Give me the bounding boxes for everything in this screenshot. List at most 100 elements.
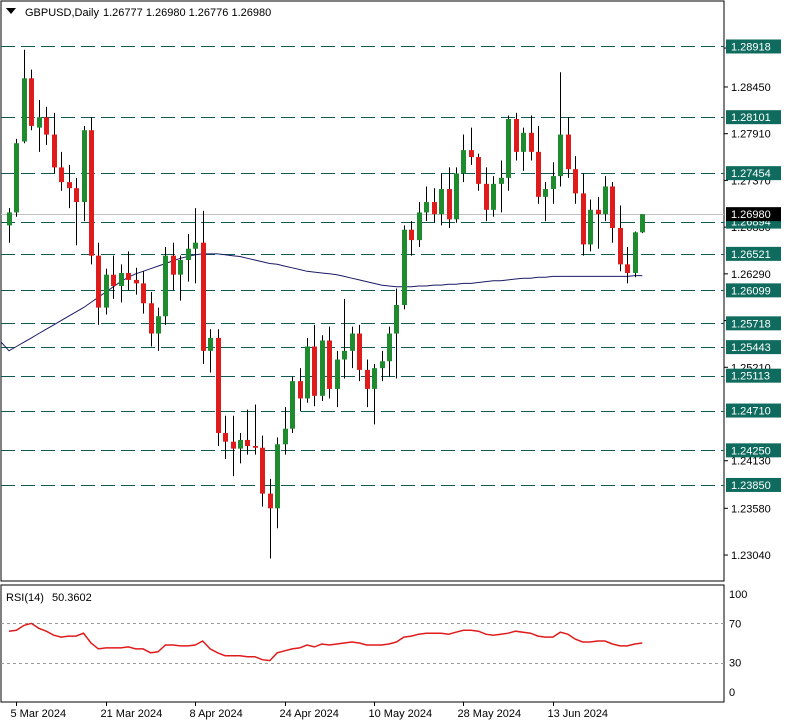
price-tick-label: 1.27910: [731, 129, 771, 141]
candle-body: [447, 189, 452, 220]
candle: [491, 176, 496, 217]
candle: [625, 247, 630, 284]
candle: [52, 112, 57, 174]
time-tick-label: 28 May 2024: [458, 708, 522, 720]
candle: [7, 208, 12, 243]
candle: [499, 160, 504, 213]
candle: [260, 435, 265, 507]
candle: [394, 288, 399, 379]
candle-body: [618, 227, 623, 265]
candle-body: [543, 189, 548, 197]
candle-body: [461, 150, 466, 174]
candle-body: [156, 316, 161, 334]
candle-body: [223, 433, 228, 442]
candle: [320, 335, 325, 402]
candle: [387, 326, 392, 377]
candle-body: [149, 303, 154, 334]
candle-body: [208, 337, 213, 351]
candle: [543, 182, 548, 222]
candle: [521, 127, 526, 171]
candle-body: [387, 333, 392, 362]
current-price-label: 1.26980: [731, 209, 771, 221]
candle-body: [119, 272, 124, 286]
symbol-label: GBPUSD,Daily: [25, 7, 99, 19]
candle-body: [380, 361, 385, 369]
candle-body: [469, 150, 474, 158]
level-price-label: 1.24250: [731, 445, 771, 457]
candle: [74, 177, 79, 246]
price-levels: [1, 46, 724, 486]
level-price-label: 1.28918: [731, 41, 771, 53]
price-tick-label: 1.28450: [731, 82, 771, 94]
candle-body: [231, 441, 236, 449]
candle: [432, 188, 437, 223]
dropdown-triangle-icon[interactable]: [6, 8, 16, 14]
current-price-box: [726, 207, 781, 222]
time-tick-label: 24 Apr 2024: [280, 708, 339, 720]
candle-body: [603, 186, 608, 215]
candle-body: [372, 368, 377, 389]
candle-body: [89, 130, 94, 256]
candle-body: [283, 428, 288, 445]
candle-body: [424, 202, 429, 213]
candle-body: [141, 283, 146, 304]
candle-body: [402, 229, 407, 305]
candle-body: [491, 183, 496, 210]
candle-body: [327, 340, 332, 389]
candle: [558, 72, 563, 187]
candle: [484, 167, 489, 222]
candle: [335, 350, 340, 408]
candle: [633, 231, 638, 278]
candle: [89, 117, 94, 265]
candle: [201, 210, 206, 364]
candle: [238, 433, 243, 464]
candle: [640, 214, 645, 234]
level-price-label: 1.27454: [731, 168, 771, 180]
level-price-box: [726, 443, 781, 458]
level-price-label: 1.23850: [731, 480, 771, 492]
candle-body: [67, 182, 72, 189]
level-price-box: [726, 477, 781, 492]
candle-body: [275, 444, 280, 509]
candle-body: [298, 381, 303, 399]
candle: [126, 251, 131, 291]
candle: [350, 326, 355, 369]
candle: [14, 138, 19, 217]
candle-body: [290, 381, 295, 429]
candles: [7, 49, 645, 559]
candle-body: [305, 346, 310, 399]
candle-body: [454, 173, 459, 220]
candle-body: [521, 132, 526, 152]
candle: [312, 324, 317, 407]
candle-body: [126, 272, 131, 280]
candle: [588, 199, 593, 252]
candle-body: [216, 337, 221, 434]
candle: [163, 247, 168, 325]
candle: [216, 329, 221, 447]
candle-body: [365, 369, 370, 389]
candle: [178, 255, 183, 301]
candle: [37, 99, 42, 152]
candle: [365, 359, 370, 408]
candle: [111, 255, 116, 299]
candle: [208, 329, 213, 373]
candle: [357, 324, 362, 382]
candle-body: [193, 242, 198, 249]
level-price-label: 1.28101: [731, 112, 771, 124]
candle-body: [253, 446, 258, 448]
level-price-box: [726, 316, 781, 331]
level-price-box: [726, 246, 781, 261]
candle: [476, 153, 481, 191]
candle-body: [104, 274, 109, 308]
candle-body: [499, 177, 504, 184]
candle-body: [52, 134, 57, 168]
candle-body: [596, 209, 601, 215]
candle-body: [7, 212, 12, 226]
candle: [342, 298, 347, 379]
candle-body: [484, 183, 489, 210]
candle-body: [245, 439, 250, 447]
candle: [372, 363, 377, 425]
candle-body: [566, 134, 571, 170]
candle-body: [506, 118, 511, 178]
